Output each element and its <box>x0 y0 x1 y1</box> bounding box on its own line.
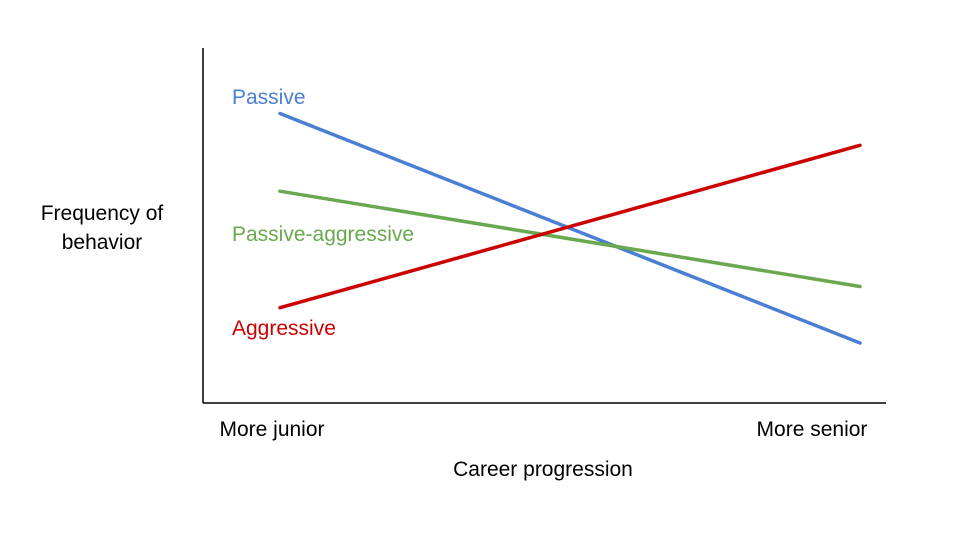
series-label-aggressive: Aggressive <box>232 317 336 340</box>
y-axis-label-line-2: behavior <box>62 231 143 254</box>
x-tick-label-senior: More senior <box>757 418 868 441</box>
x-tick-label-junior: More junior <box>219 418 324 441</box>
series-line-passive-aggressive <box>278 189 862 289</box>
axes <box>202 48 886 404</box>
y-axis-label-line-1: Frequency of <box>41 202 164 225</box>
series-label-passive: Passive <box>232 86 306 109</box>
series-label-passive-aggressive: Passive-aggressive <box>232 223 414 246</box>
series-line-aggressive <box>278 143 862 310</box>
series-layer: Passive Passive-aggressive Aggressive <box>232 86 862 345</box>
x-axis-label: Career progression <box>453 458 633 481</box>
